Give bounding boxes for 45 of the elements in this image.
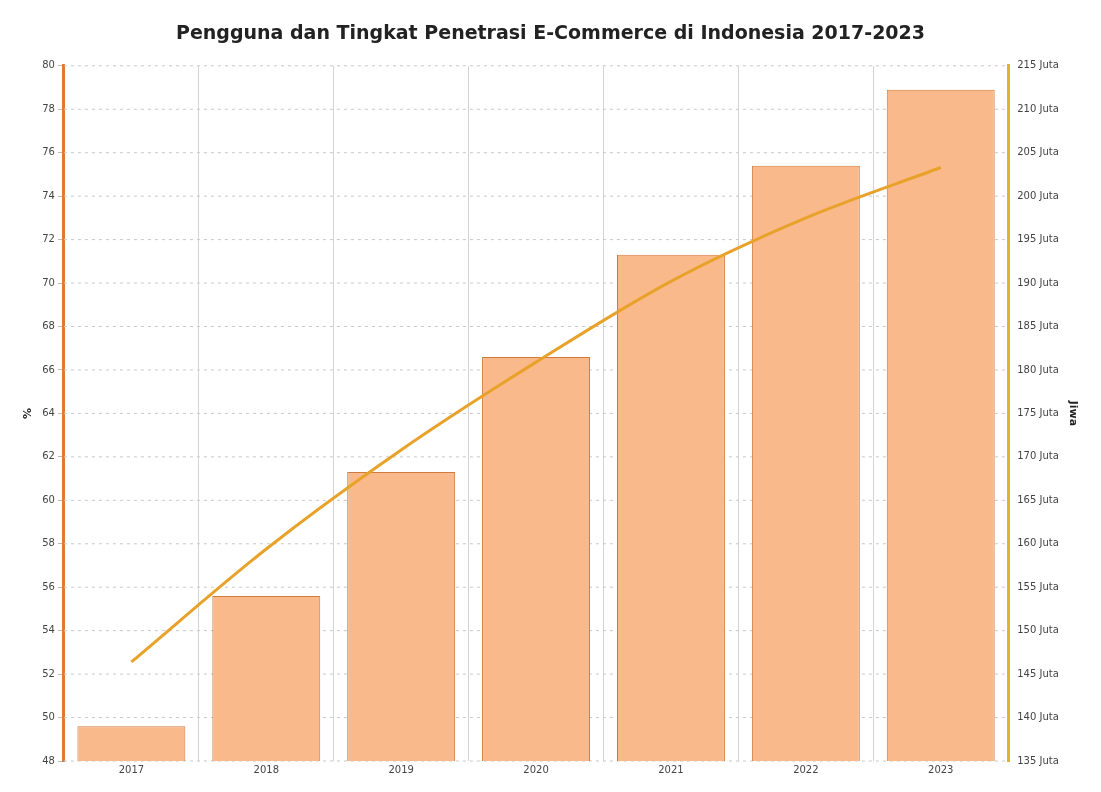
- line-series: [129, 165, 943, 664]
- y2-tick-label: 185 Juta: [1017, 320, 1059, 332]
- x-tick-label: 2023: [928, 763, 954, 775]
- y-tick-label: 68: [42, 320, 55, 332]
- chart-title: Pengguna dan Tingkat Penetrasi E-Commerce di Indonesia 2017-2023: [175, 21, 926, 44]
- y2-tick-label: 215 Juta: [1017, 59, 1059, 71]
- x-tick-label: 2020: [523, 763, 549, 775]
- y2-tick-label: 145 Juta: [1017, 667, 1059, 679]
- y-tick-label: 72: [42, 233, 55, 245]
- x-tick-label: 2022: [793, 763, 819, 775]
- y-tick-label: 52: [42, 667, 55, 679]
- y2-tick-label: 160 Juta: [1017, 537, 1059, 549]
- y2-tick-label: 190 Juta: [1017, 276, 1059, 288]
- y2-axis-title: Jiwa: [1066, 399, 1080, 427]
- y2-tick-label: 140 Juta: [1017, 711, 1059, 723]
- y2-tick-label: 210 Juta: [1017, 102, 1059, 114]
- y2-tick-label: 175 Juta: [1017, 406, 1059, 418]
- y-tick-label: 66: [42, 363, 55, 375]
- y2-tick-label: 155 Juta: [1017, 580, 1059, 592]
- y-tick-label: 58: [42, 537, 55, 549]
- y-tick-label: 48: [42, 754, 55, 766]
- y2-tick-label: 205 Juta: [1017, 146, 1059, 158]
- y2-tick-label: 150 Juta: [1017, 624, 1059, 636]
- y2-tick-label: 195 Juta: [1017, 233, 1059, 245]
- y-tick-label: 80: [42, 59, 55, 71]
- y2-tick-label: 165 Juta: [1017, 493, 1059, 505]
- x-tick-label: 2021: [658, 763, 684, 775]
- y-tick-label: 56: [42, 580, 55, 592]
- y-tick-label: 70: [42, 276, 55, 288]
- x-tick-label: 2017: [118, 763, 145, 775]
- y-tick-label: 50: [42, 711, 55, 723]
- y2-tick-label: 200 Juta: [1017, 189, 1059, 201]
- y2-tick-label: 135 Juta: [1017, 754, 1059, 766]
- y-tick-label: 78: [42, 102, 55, 114]
- x-tick-label: 2018: [253, 763, 279, 775]
- y-axis-title: %: [21, 407, 35, 419]
- x-tick-label: 2019: [388, 763, 414, 775]
- y-tick-label: 60: [42, 493, 55, 505]
- y-tick-label: 54: [42, 624, 55, 636]
- y-tick-label: 62: [42, 450, 55, 462]
- y-tick-label: 64: [42, 406, 55, 418]
- y-tick-label: 76: [42, 146, 55, 158]
- y2-tick-label: 180 Juta: [1017, 363, 1059, 375]
- y-tick-label: 74: [42, 189, 55, 201]
- y2-tick-label: 170 Juta: [1017, 450, 1059, 462]
